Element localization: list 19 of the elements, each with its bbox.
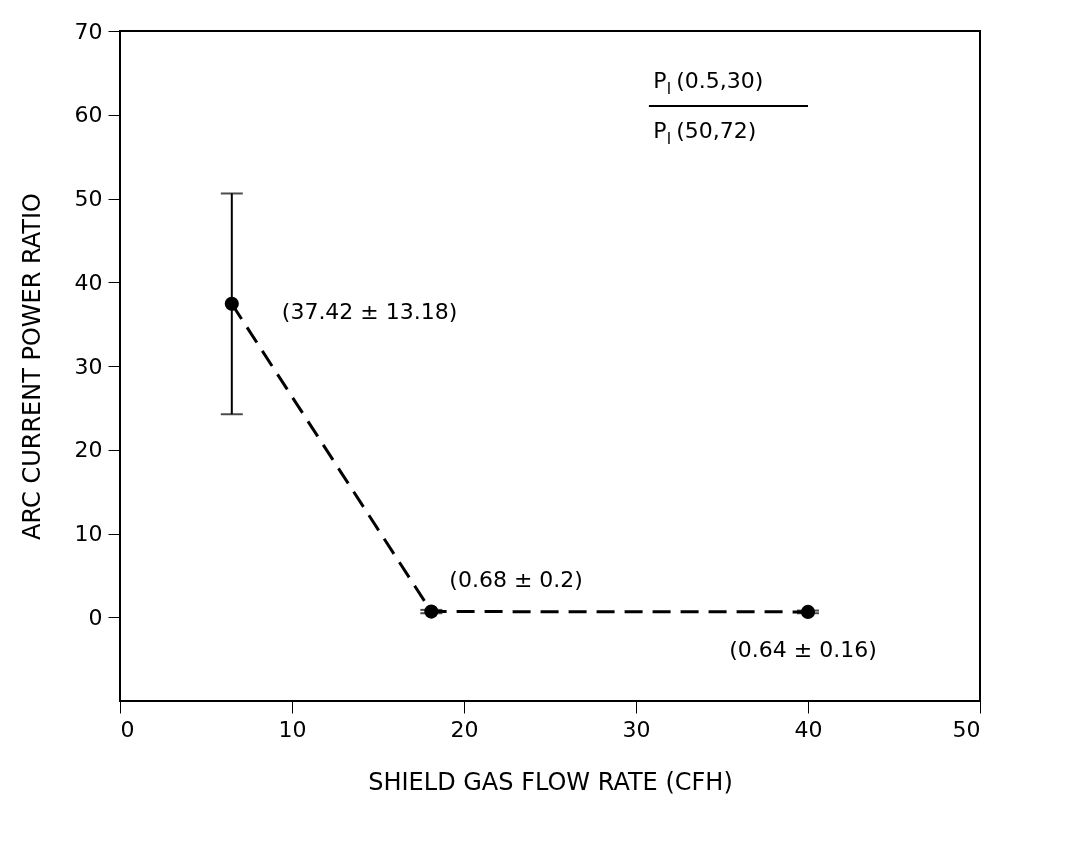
y-tick-label: 60 [74,102,103,128]
y-tick-label: 30 [74,353,103,379]
x-tick-label: 0 [120,716,135,742]
x-tick-label: 50 [952,716,981,742]
x-tick-label: 20 [450,716,479,742]
annotation: (0.68 ± 0.2) [449,566,583,592]
x-tick-label: 30 [622,716,651,742]
y-axis-title: ARC CURRENT POWER RATIO [17,193,46,540]
y-tick-label: 0 [88,604,103,630]
x-axis-title: SHIELD GAS FLOW RATE (CFH) [368,767,733,796]
y-tick-label: 70 [74,18,103,44]
y-tick-label: 50 [74,186,103,211]
y-tick-label: 10 [74,521,103,546]
annotation: (37.42 ± 13.18) [281,298,458,324]
y-tick-label: 20 [74,437,103,463]
y-tick-label: 40 [74,269,103,295]
x-tick-label: 10 [278,716,307,742]
annotation: (0.64 ± 0.16) [729,636,877,662]
x-tick-label: 40 [794,716,823,742]
